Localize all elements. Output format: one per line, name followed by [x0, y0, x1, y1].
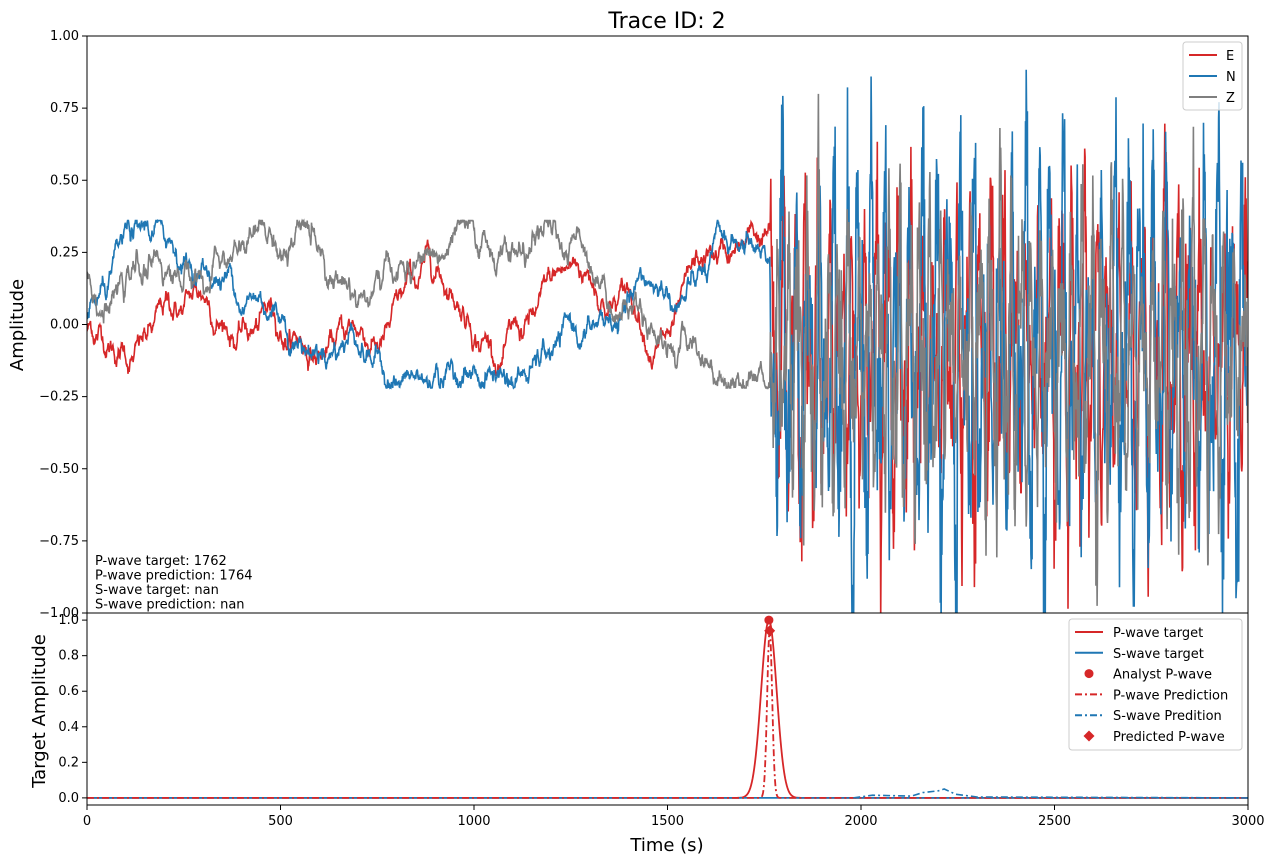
pick-annotation-line: P-wave prediction: 1764	[95, 569, 253, 584]
x-tick-label: 3000	[1231, 814, 1264, 829]
waveform-line-z	[87, 93, 1248, 606]
target-x-ticks: 0 500 1000 1500 2000 2500 3000	[83, 805, 1265, 829]
x-tick-label: 1000	[457, 814, 490, 829]
x-tick-label: 0	[83, 814, 91, 829]
target-legend-label: P-wave target	[1113, 626, 1203, 641]
s-wave-prediction-line	[853, 788, 1248, 799]
waveform-y-tick-label: 0.50	[50, 173, 79, 188]
waveform-axes: Trace ID: 2 −1.00 −0.75 −0.50 −0.25 0.00 0.25…	[7, 9, 1249, 621]
waveform-legend-label: Z	[1226, 91, 1235, 106]
p-wave-prediction-line	[87, 630, 1248, 799]
waveform-y-tick-label: −0.50	[39, 462, 79, 477]
chart-title: Trace ID: 2	[607, 9, 725, 34]
pick-annotation-line: S-wave prediction: nan	[95, 598, 245, 613]
target-y-tick-label: 0.0	[58, 791, 79, 806]
target-legend-box	[1068, 618, 1243, 751]
waveform-line-e	[87, 123, 1248, 613]
target-y-tick-label: 0.4	[58, 720, 79, 735]
x-tick-label: 2500	[1038, 814, 1071, 829]
waveform-legend-label: N	[1226, 70, 1236, 85]
target-plot-area	[87, 615, 1248, 799]
pick-annotation-line: P-wave target: 1762	[95, 554, 227, 569]
waveform-y-tick-label: 0.25	[50, 245, 79, 260]
target-y-label: Target Amplitude	[29, 634, 50, 789]
waveform-y-tick-label: 0.00	[50, 318, 79, 333]
x-tick-label: 2000	[844, 814, 877, 829]
target-legend-swatch	[1084, 669, 1094, 679]
waveform-plot-area	[87, 69, 1248, 613]
waveform-y-tick-label: −0.25	[39, 390, 79, 405]
waveform-y-tick-label: −1.00	[39, 606, 79, 621]
analyst-p-wave-marker	[764, 615, 774, 625]
target-legend-label: P-wave Prediction	[1113, 688, 1228, 703]
waveform-y-tick-label: −0.75	[39, 534, 79, 549]
target-legend-label: S-wave Predition	[1113, 709, 1222, 724]
x-axis-label: Time (s)	[629, 835, 703, 856]
target-legend-swatch	[1083, 730, 1095, 742]
waveform-y-tick-label: 0.75	[50, 101, 79, 116]
target-y-tick-label: 1.0	[58, 613, 79, 628]
pick-annotation-line: S-wave target: nan	[95, 583, 219, 598]
target-axes: 0.0 0.2 0.4 0.6 0.8 1.0 0 500 1000 1500 2000 2500 3…	[29, 612, 1265, 856]
target-legend-label: Predicted P-wave	[1113, 730, 1225, 745]
x-tick-label: 500	[268, 814, 293, 829]
predicted-p-wave-marker	[764, 625, 776, 637]
target-legend-label: S-wave target	[1113, 647, 1204, 662]
target-legend-label: Analyst P-wave	[1113, 668, 1212, 683]
x-tick-label: 1500	[651, 814, 684, 829]
target-y-tick-label: 0.2	[58, 755, 79, 770]
waveform-y-tick-label: 1.00	[50, 29, 79, 44]
target-y-tick-label: 0.8	[58, 649, 79, 664]
waveform-legend: ENZ	[1182, 41, 1243, 111]
target-legend: P-wave target S-wave target Analyst P-wave…	[1068, 618, 1243, 751]
waveform-legend-label: E	[1226, 49, 1234, 64]
target-y-tick-label: 0.6	[58, 684, 79, 699]
waveform-y-ticks: −1.00 −0.75 −0.50 −0.25 0.00 0.25 0.50 0.75 1.00	[39, 29, 87, 621]
waveform-y-label: Amplitude	[7, 279, 28, 371]
target-y-ticks: 0.0 0.2 0.4 0.6 0.8 1.0	[58, 613, 87, 806]
